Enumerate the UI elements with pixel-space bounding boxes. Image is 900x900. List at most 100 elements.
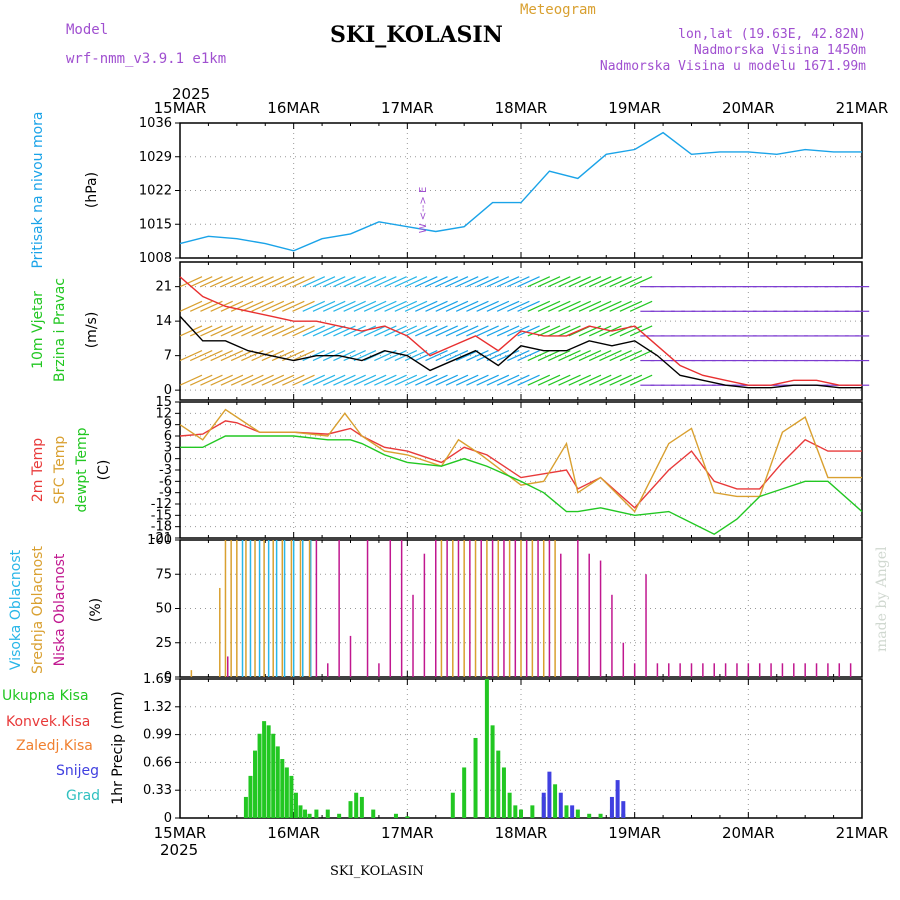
wind-barb [527,300,551,312]
wind-barb [374,374,397,386]
wind-barb [537,300,561,312]
precip-bar [284,767,289,818]
wind-barb [455,374,479,386]
wind-barb [220,276,244,288]
precip-bar [303,809,308,818]
wind-barb [619,300,643,312]
dew-axis-label: dewpt Temp [74,427,90,512]
wind-barb [558,300,581,312]
wind-barb [558,276,581,288]
wind-barb [619,350,643,362]
wind-barb [455,300,479,312]
wind-axis-label-2: Brzina i Pravac [52,278,68,382]
wind-barb [333,276,356,288]
wind-barb [425,325,448,337]
wind-barb [312,325,336,337]
low-cloud-label: Niska Oblacnost [52,553,68,666]
wind-barb [333,374,356,386]
wind-barb [261,276,285,288]
cloud-ytick-label: 100 [147,533,172,548]
legend-conv: Konvek.Kisa [6,714,90,730]
precip-bar [450,792,455,818]
wind-barb [322,276,346,288]
precip-bar [262,721,267,818]
wind-barb [517,300,540,312]
pressure-unit-label: (hPa) [84,172,100,208]
wind-barb [599,374,622,386]
wind-barb [548,374,571,386]
wind-barb [486,276,510,288]
wind-barb [486,325,510,337]
pressure-ytick-label: 1022 [139,184,172,199]
wind-barb [210,325,233,337]
wind-barb [251,350,274,362]
precip-bar [371,809,376,818]
precip-bar [266,725,271,818]
wind-barb [476,325,499,337]
wind-barb [404,374,428,386]
wind-barb [261,300,285,312]
wind-barb [476,300,499,312]
wind-barb [415,350,438,362]
wind-barb [609,374,632,386]
time-label-bottom: 17MAR [381,824,434,842]
wind-barb [476,350,499,362]
wind-barb [435,325,458,337]
wind-barb [537,276,561,288]
temperature-frame [179,401,863,539]
precip-ytick-label: 0.66 [143,755,172,770]
precip-bar [575,809,580,818]
wind-barb [629,276,653,288]
wind-barb [568,350,591,362]
high-cloud-label: Visoka Oblacnost [8,549,24,670]
precip-bar [243,796,248,818]
wind-barb [261,325,285,337]
precip-bar [507,792,512,818]
wind-barb [609,350,632,362]
wind-barb [609,300,632,312]
wind-barb [312,300,336,312]
wind-barb [588,374,612,386]
precip-bar [530,805,535,818]
precip-bar [307,813,312,818]
wind-barb [476,374,499,386]
wind-series-line [179,276,862,386]
precip-bar [547,771,552,818]
wind-barb [445,276,469,288]
wind-barb [210,374,233,386]
wind-barb [588,300,612,312]
wind-barb [343,325,366,337]
wind-barb [435,276,458,288]
wind-barb [271,325,295,337]
wind-barb [363,374,387,386]
wind-barb [435,350,458,362]
wind-barb [282,300,305,312]
time-label-top: 15MAR [154,99,207,117]
time-label-top: 18MAR [495,99,548,117]
plot-area: 15MAR 15MAR 16MAR 16MAR 17MAR 17MAR 18MAR 18MAR… [2,99,888,842]
wind-barb [415,325,438,337]
precip-bar [462,767,467,818]
wind-ytick-label: 21 [155,280,172,295]
precip-bar [280,759,285,818]
chart-title: Meteogram [520,2,596,18]
model-label: Model [66,22,108,38]
wind-barb [333,350,356,362]
precip-bar [293,792,298,818]
wind-barb [241,350,264,362]
wind-barb [251,276,274,288]
wind-barb [445,300,469,312]
wind-barb [179,350,203,362]
wind-barb [517,325,540,337]
wind-barb [343,300,366,312]
time-label-bottom: 16MAR [267,824,320,842]
time-label-bottom: 15MAR [154,824,207,842]
wind-barb [343,276,366,288]
wind-barb [466,350,489,362]
wind-barb [599,276,622,288]
wind-barb [384,350,407,362]
precip-bar [615,780,620,818]
precip-bar [275,746,280,818]
precip-bar [257,733,262,818]
wind-barb [200,350,223,362]
